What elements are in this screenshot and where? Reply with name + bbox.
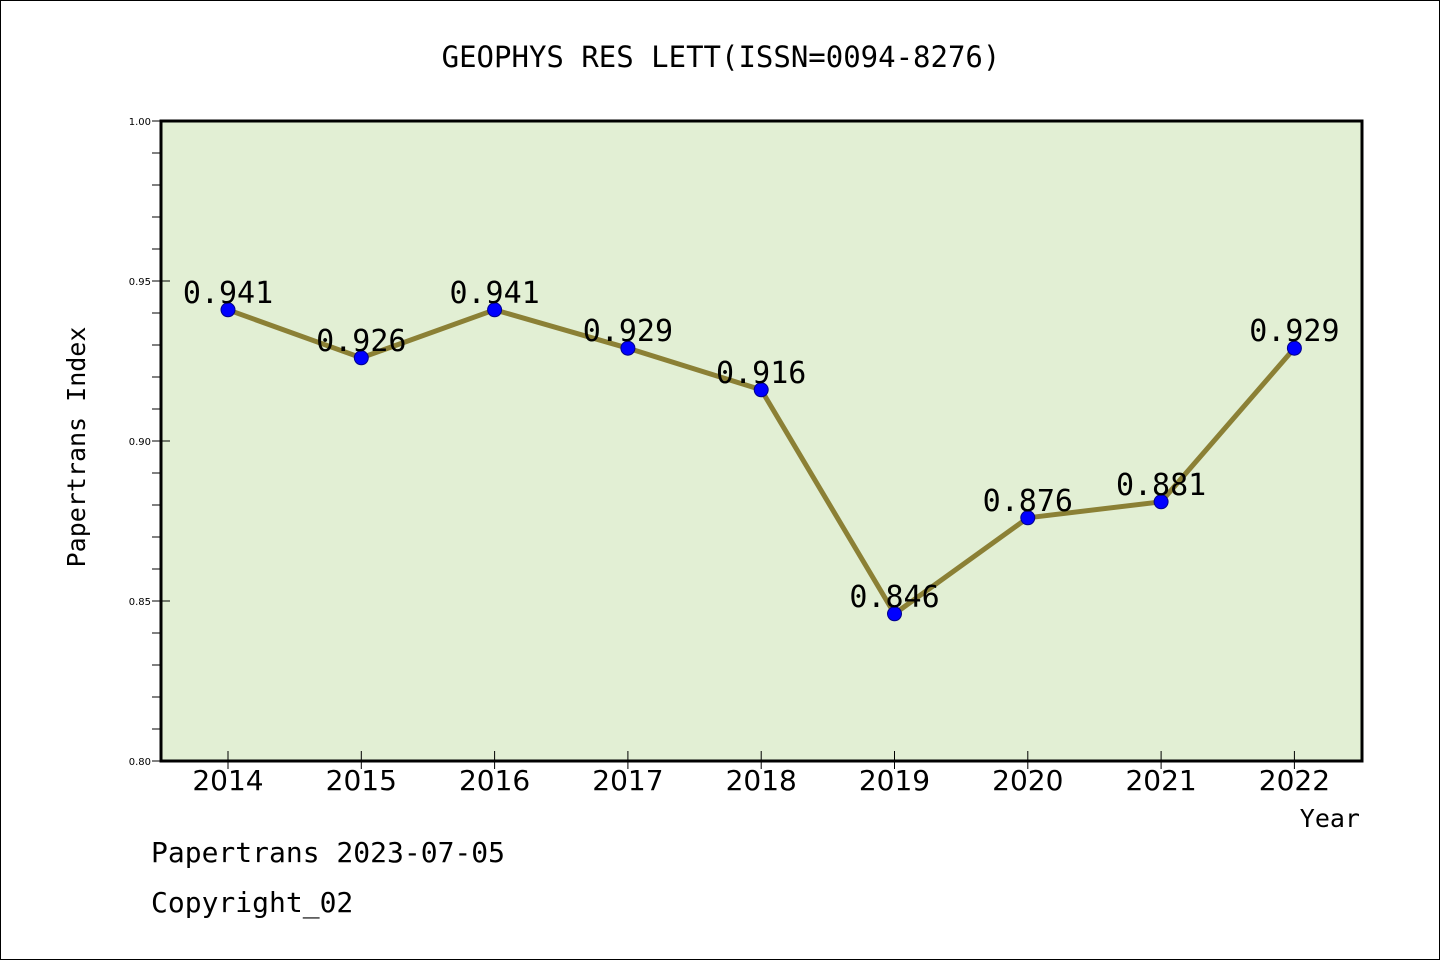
x-axis-label: Year bbox=[1300, 804, 1360, 833]
data-point bbox=[353, 350, 369, 366]
data-point bbox=[1020, 510, 1036, 526]
x-tick-label: 2020 bbox=[992, 764, 1063, 797]
data-labels-group: 0.941 0.926 0.941 0.929 0.916 0.846 0.876 0.881… bbox=[183, 276, 1340, 615]
data-point bbox=[1286, 340, 1302, 356]
x-tick-label: 2019 bbox=[859, 764, 930, 797]
x-tick-label: 2014 bbox=[192, 764, 263, 797]
data-point bbox=[1153, 494, 1169, 510]
data-label: 0.846 bbox=[849, 580, 939, 615]
y-tick-label: 0.85 bbox=[129, 597, 151, 608]
data-point bbox=[487, 302, 503, 318]
footer-copyright: Copyright_02 bbox=[151, 886, 354, 919]
x-tick-label: 2021 bbox=[1125, 764, 1196, 797]
x-tick-label: 2015 bbox=[326, 764, 397, 797]
data-label: 0.881 bbox=[1116, 468, 1206, 503]
data-label: 0.929 bbox=[1249, 314, 1339, 349]
y-tick-label: 0.95 bbox=[129, 277, 151, 288]
data-label: 0.941 bbox=[449, 276, 539, 311]
data-label: 0.916 bbox=[716, 356, 806, 391]
x-tick-label: 2022 bbox=[1259, 764, 1330, 797]
data-point bbox=[753, 382, 769, 398]
x-tick-label: 2016 bbox=[459, 764, 530, 797]
data-point bbox=[620, 340, 636, 356]
y-tick-label: 1.00 bbox=[129, 117, 151, 128]
x-tick-label: 2017 bbox=[592, 764, 663, 797]
y-axis-label: Papertrans Index bbox=[62, 327, 91, 568]
markers-group bbox=[220, 302, 1302, 622]
data-label: 0.941 bbox=[183, 276, 273, 311]
x-tick-label: 2018 bbox=[726, 764, 797, 797]
data-label: 0.926 bbox=[316, 324, 406, 359]
chart-title: GEOPHYS RES LETT(ISSN=0094-8276) bbox=[442, 40, 1001, 74]
plot-area bbox=[159, 119, 1364, 763]
y-tick-label: 0.90 bbox=[129, 437, 151, 448]
x-axis: 2014 2015 2016 2017 2018 2019 2020 2021 2022 bbox=[192, 751, 1330, 797]
data-point bbox=[220, 302, 236, 318]
data-label: 0.929 bbox=[583, 314, 673, 349]
data-point bbox=[887, 606, 902, 622]
y-tick-label: 0.80 bbox=[129, 757, 151, 768]
footer-date: Papertrans 2023-07-05 bbox=[151, 836, 506, 869]
y-axis: 0.80 0.85 0.90 0.95 1.00 bbox=[129, 117, 170, 768]
data-label: 0.876 bbox=[983, 484, 1073, 519]
